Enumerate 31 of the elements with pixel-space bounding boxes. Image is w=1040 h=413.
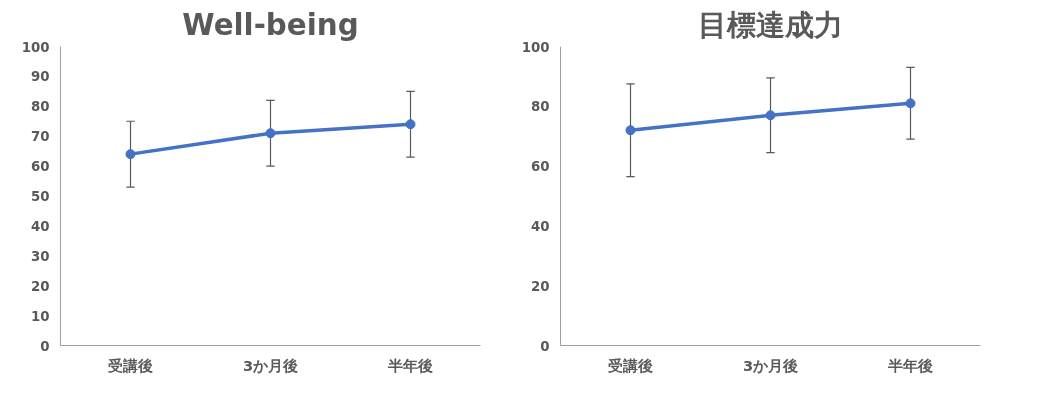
y-tick-label: 0 [540, 338, 550, 354]
x-tick-label: 半年後 [887, 356, 933, 374]
y-tick-label: 60 [30, 159, 50, 175]
point [265, 128, 276, 139]
point [905, 98, 916, 109]
y-tick-label: 40 [30, 218, 50, 234]
y-tick-label: 70 [30, 129, 50, 145]
x-tick-label: 3か月後 [242, 356, 299, 374]
x-tick-label: 半年後 [387, 356, 433, 374]
y-tick-label: 80 [30, 99, 50, 115]
y-tick-label: 90 [30, 69, 50, 85]
y-tick-label: 60 [530, 159, 550, 175]
chart-title: 目標達成力 [698, 7, 843, 42]
y-tick-label: 20 [530, 278, 550, 294]
y-tick-label: 100 [21, 39, 50, 55]
y-tick-label: 0 [40, 338, 50, 354]
x-tick-label: 受講後 [108, 356, 153, 374]
chart-title: Well-being [182, 7, 359, 42]
x-tick-label: 受講後 [608, 356, 653, 374]
y-tick-label: 80 [530, 99, 550, 115]
y-tick-label: 20 [30, 278, 50, 294]
x-tick-label: 3か月後 [742, 356, 799, 374]
y-tick-label: 30 [30, 248, 50, 264]
y-tick-label: 10 [30, 308, 50, 324]
point [625, 125, 636, 136]
y-tick-label: 50 [30, 189, 50, 204]
point [765, 110, 776, 121]
point [405, 119, 416, 130]
point [125, 149, 136, 160]
y-tick-label: 100 [521, 39, 550, 55]
y-tick-label: 40 [530, 218, 550, 234]
